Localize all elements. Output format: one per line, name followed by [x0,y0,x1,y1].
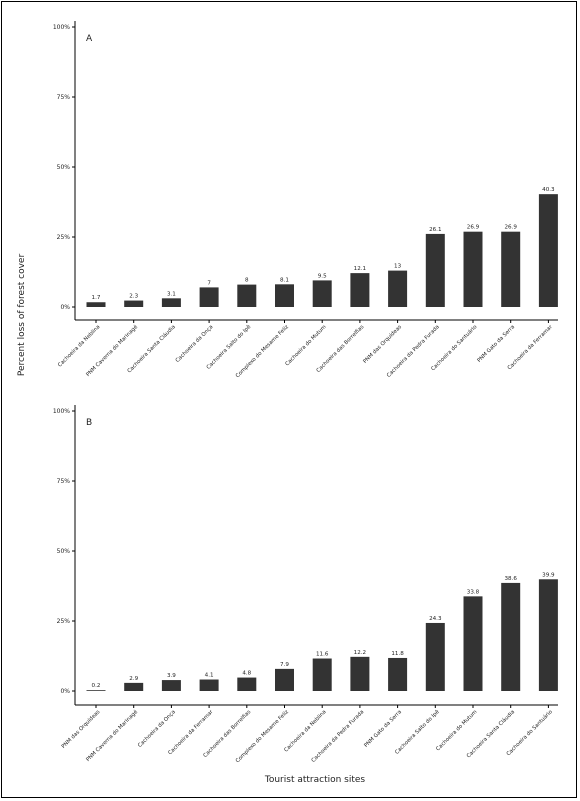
category-label: Cachoeira da Onça [137,709,177,749]
category-label: Cachoeira da Onça [175,324,215,364]
category-label: Cachoeira da Neblina [57,324,101,368]
data-label: 8 [245,278,249,284]
y-tick-label: 100% [53,408,70,415]
y-tick-label: 0% [60,688,70,695]
data-label: 2.9 [129,676,138,682]
bar [538,579,558,691]
bar [312,280,332,307]
data-label: 4.8 [242,671,251,677]
y-tick-label: 75% [57,94,71,101]
bar [425,233,445,307]
y-tick-label: 50% [57,548,71,555]
panel-a: 0% 25% 50% 75% 100% A 1.7 Cachoeira da Neblina 2… [53,21,558,379]
bar [161,680,181,691]
category-label: PNM das Orquídeas [60,708,102,750]
bar [237,284,257,307]
category-label: PNM Gato da Serra [363,709,403,749]
y-tick-label: 25% [57,234,71,241]
category-label: Cachoeira do Mutum [284,324,327,367]
bar [124,300,144,307]
x-axis-title: Tourist attraction sites [264,775,366,785]
y-tick-label: 0% [60,304,70,311]
panel-letter: A [86,34,93,44]
bar [538,194,558,307]
data-label: 26.9 [504,225,517,231]
bar [425,622,445,691]
data-label: 8.1 [280,277,289,283]
bar [124,682,144,691]
bar [237,677,257,691]
bar [86,302,106,307]
data-label: 39.9 [542,572,555,578]
data-label: 40.3 [542,187,555,193]
bar [199,287,219,307]
bar [86,690,106,691]
bar [275,668,294,691]
data-label: 11.8 [391,651,404,657]
data-label: 3.1 [167,291,176,297]
bar [388,270,408,307]
data-label: 2.3 [129,294,138,300]
data-label: 4.1 [205,673,214,679]
data-label: 33.8 [467,589,480,595]
category-label: Cachoeira da Neblina [283,709,327,753]
data-label: 0.2 [92,683,101,689]
data-label: 11.6 [316,652,329,658]
data-label: 13 [394,264,402,270]
y-tick-label: 50% [57,164,71,171]
bar [501,231,521,307]
bar [350,273,370,307]
category-label: PNM das Orquídeas [362,323,404,365]
data-label: 12.2 [354,650,366,656]
panel-b: 0% 25% 50% 75% 100% B 0.2 PNM das Orquídeas 2.9 P… [53,405,558,764]
y-tick-label: 75% [57,478,71,485]
category-label: Cachoeira da Ferramar [507,324,555,372]
bar [388,657,408,691]
bar [501,582,521,691]
bar [350,656,370,691]
data-label: 1.7 [92,295,101,301]
bar [275,284,294,307]
y-tick-label: 100% [53,24,70,31]
data-label: 7.9 [280,662,289,668]
data-label: 3.9 [167,673,176,679]
data-label: 9.5 [318,273,327,279]
data-label: 12.1 [354,266,367,272]
bar [463,231,483,307]
panel-letter: B [86,418,92,428]
bar [463,596,483,691]
y-tick-label: 25% [57,618,71,625]
bar [161,298,181,307]
data-label: 7 [207,280,211,286]
y-axis-title: Percent loss of forest cover [17,254,27,377]
category-label: PNM Gato da Serra [476,324,516,364]
data-label: 26.9 [467,225,480,231]
bar [312,658,332,691]
data-label: 24.3 [429,616,442,622]
data-label: 38.6 [504,576,517,582]
data-label: 26.1 [429,227,442,233]
category-label: Cachoeira do Mutum [435,709,478,752]
bar [199,679,219,691]
